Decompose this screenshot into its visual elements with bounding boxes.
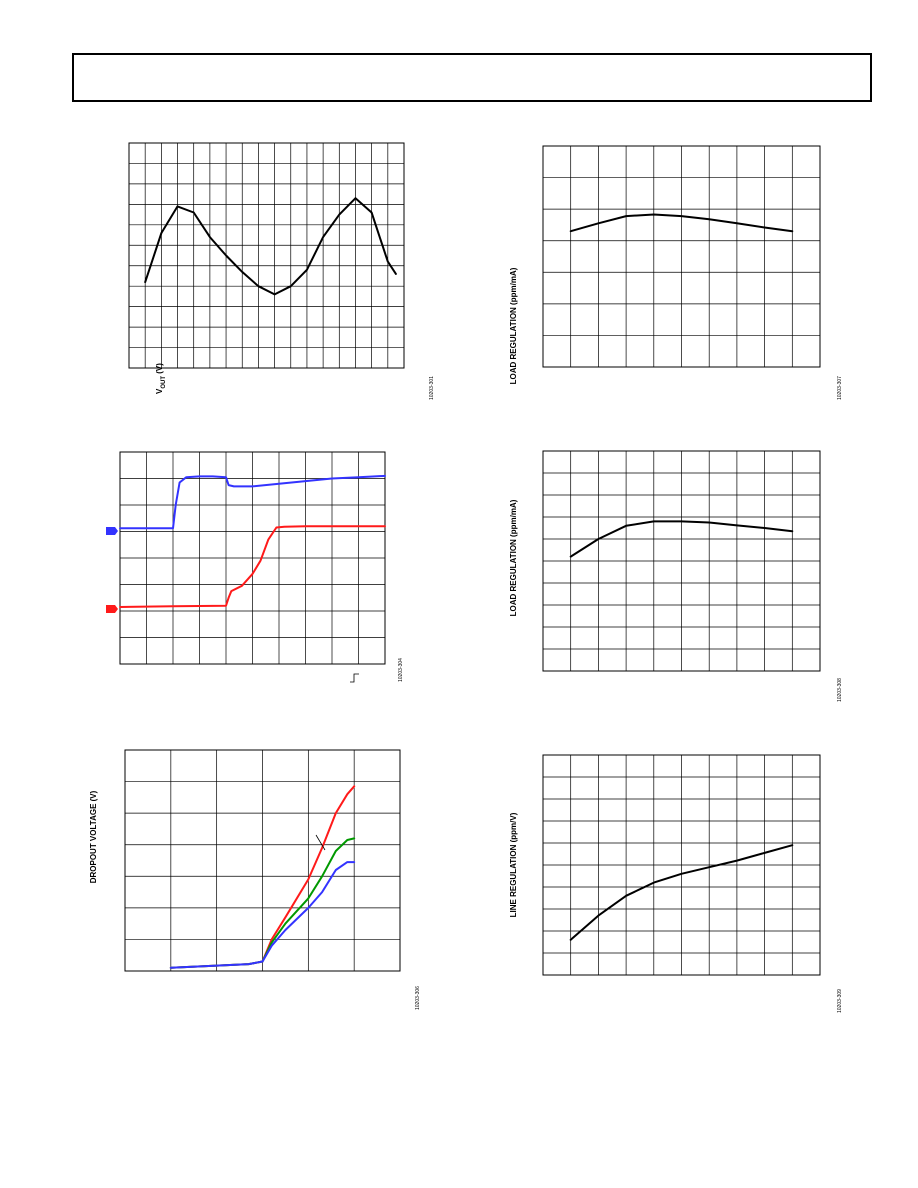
- series-line-0: [144, 197, 397, 296]
- figure-id: 10203-306: [415, 986, 421, 1010]
- plot-area: [124, 749, 401, 972]
- series-line-0: [569, 213, 794, 233]
- plot-area: [128, 142, 405, 369]
- series-line-0: [569, 520, 794, 558]
- plot-frame: [119, 451, 386, 665]
- chart-load-regulation-2: LOAD REGULATION (ppm/mA) 10203-308: [509, 450, 843, 702]
- ylabel-dropout-voltage: DROPOUT VOLTAGE (V): [89, 790, 98, 883]
- chart-dropout-voltage: DROPOUT VOLTAGE (V) 10203-306: [89, 749, 421, 1010]
- chart-load-regulation-1: LOAD REGULATION (ppm/mA) 10203-307: [509, 145, 843, 400]
- figure-id: 10203-307: [837, 376, 843, 400]
- ylabel-vout-main: V: [155, 388, 164, 394]
- figure-id: 10203-308: [837, 678, 843, 702]
- legend-pointer: [315, 834, 326, 851]
- figure-id: 10203-301: [429, 376, 435, 400]
- plot-area: [542, 145, 821, 368]
- plot-frame: [542, 450, 821, 672]
- channel-2-marker: [106, 605, 118, 613]
- chart-vout: VOUT (V) 10203-301: [128, 142, 435, 400]
- series-line-0: [569, 844, 794, 941]
- figure-id: 10203-304: [398, 658, 404, 682]
- series-line-0: [119, 474, 386, 530]
- ylabel-vout: VOUT (V): [155, 363, 167, 394]
- chart-transient: 10203-304: [106, 451, 404, 683]
- ylabel-vout-unit: (V): [155, 363, 164, 376]
- figure-id: 10203-309: [837, 989, 843, 1013]
- plot-frame: [542, 145, 821, 368]
- plot-area: [542, 754, 821, 976]
- plot-frame: [542, 754, 821, 976]
- series-line-2: [169, 861, 356, 969]
- plot-frame: [124, 749, 401, 972]
- ylabel-load-regulation-2: LOAD REGULATION (ppm/mA): [509, 499, 518, 616]
- chart-line-regulation: LINE REGULATION (ppm/V) 10203-309: [509, 754, 843, 1013]
- channel-1-marker: [106, 527, 118, 535]
- header-box: [72, 53, 872, 102]
- ylabel-vout-sub: OUT: [161, 376, 167, 389]
- plot-area: [119, 451, 386, 665]
- ylabel-load-regulation-1: LOAD REGULATION (ppm/mA): [509, 267, 518, 384]
- series-line-1: [119, 525, 386, 608]
- trigger-symbol: [350, 673, 359, 683]
- ylabel-line-regulation: LINE REGULATION (ppm/V): [509, 812, 518, 917]
- plot-area: [542, 450, 821, 672]
- plot-frame: [128, 142, 405, 369]
